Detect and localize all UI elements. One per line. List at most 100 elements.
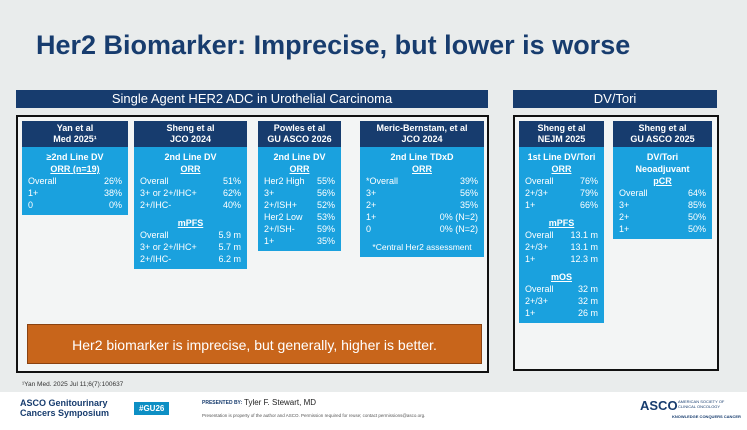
result-row: 1+ 12.3 m — [519, 253, 604, 265]
presented-by-label: PRESENTED BY: — [202, 400, 243, 406]
result-group: 1+ — [525, 254, 536, 264]
result-row: 2+/3+ 13.1 m — [519, 241, 604, 253]
result-value: 50% — [687, 224, 706, 234]
result-row: 0 0% (N=2) — [360, 223, 484, 235]
result-row: Overall 64% — [613, 187, 712, 199]
result-value: 35% — [316, 236, 335, 246]
meeting-line-1: ASCO Genitourinary — [20, 398, 108, 408]
result-value: 0% — [108, 200, 122, 210]
study-header-line: Sheng et al — [166, 123, 215, 133]
callout-banner: Her2 biomarker is imprecise, but general… — [27, 324, 482, 364]
study-header: Meric-Bernstam, et al JCO 2024 — [360, 121, 484, 147]
result-row: Overall 26% — [22, 175, 128, 187]
result-value: 6.2 m — [218, 254, 241, 264]
study-body: 1st Line DV/Tori ORR Overall 76% 2+/3+ 79% 1+ 6… — [519, 147, 604, 323]
result-group: Her2 Low — [264, 212, 303, 222]
result-value: 5.9 m — [218, 230, 241, 240]
asco-subtitle: AMERICAN SOCIETY OF CLINICAL ONCOLOGY — [678, 399, 724, 409]
result-group: 3+ or 2+/IHC+ — [140, 188, 197, 198]
result-value: 76% — [579, 176, 598, 186]
result-value: 53% — [316, 212, 335, 222]
study-body: 2nd Line TDxD ORR *Overall 39% 3+ 56% 2+ 35% 1+ 0… — [360, 147, 484, 257]
result-group: 2+/ISH+ — [264, 200, 298, 210]
result-value: 59% — [316, 224, 335, 234]
result-group: 0 — [366, 224, 372, 234]
result-group: 1+ — [366, 212, 377, 222]
result-group: 3+ — [264, 188, 275, 198]
study-header-line: Meric-Bernstam, et al — [376, 123, 468, 133]
right-panel-header: DV/Tori — [513, 90, 717, 108]
asco-tagline: KNOWLEDGE CONQUERS CANCER — [672, 414, 741, 419]
result-row: 0 0% — [22, 199, 128, 211]
result-value: 26% — [103, 176, 122, 186]
hashtag-badge: #GU26 — [134, 402, 170, 415]
result-group: Overall — [525, 230, 554, 240]
result-group: Overall — [525, 176, 554, 186]
study-header: Sheng et al JCO 2024 — [134, 121, 247, 147]
result-value: 85% — [687, 200, 706, 210]
result-group: 1+ — [525, 308, 536, 318]
result-row: 1+ 35% — [258, 235, 341, 247]
result-value: 56% — [459, 188, 478, 198]
result-value: 79% — [579, 188, 598, 198]
result-row: 3+ 85% — [613, 199, 712, 211]
section-label: ORR — [180, 164, 201, 174]
study-header: Sheng et al NEJM 2025 — [519, 121, 604, 147]
study-header-line: GU ASCO 2026 — [267, 134, 332, 144]
result-row: 3+ 56% — [360, 187, 484, 199]
result-group: 2+/IHC- — [140, 254, 172, 264]
study-column-sheng-nejm: Sheng et al NEJM 2025 1st Line DV/Tori ORR O… — [519, 121, 604, 323]
section-label: pCR — [653, 176, 672, 186]
result-group: 1+ — [264, 236, 275, 246]
result-value: 64% — [687, 188, 706, 198]
result-group: Overall — [140, 230, 169, 240]
section-label: ≥2nd Line DV — [46, 152, 104, 162]
result-group: 3+ — [366, 188, 377, 198]
result-row: 2+/ISH- 59% — [258, 223, 341, 235]
result-row: 3+ or 2+/IHC+ 62% — [134, 187, 247, 199]
result-group: 2+/IHC- — [140, 200, 172, 210]
result-group: Overall — [525, 284, 554, 294]
result-value: 52% — [316, 200, 335, 210]
result-group: 0 — [28, 200, 34, 210]
result-value: 0% (N=2) — [439, 212, 478, 222]
result-group: 2+ — [366, 200, 377, 210]
section-label: DV/Tori — [646, 152, 679, 162]
result-group: 2+/3+ — [525, 242, 549, 252]
result-row: 2+ 50% — [613, 211, 712, 223]
result-value: 0% (N=2) — [439, 224, 478, 234]
asco-subtitle-line-1: AMERICAN SOCIETY OF — [678, 399, 725, 404]
result-group: 1+ — [525, 200, 536, 210]
study-header-line: JCO 2024 — [169, 134, 212, 144]
result-row: *Overall 39% — [360, 175, 484, 187]
section-label: ORR — [289, 164, 310, 174]
result-group: 1+ — [619, 224, 630, 234]
result-group: 2+/3+ — [525, 188, 549, 198]
section-label: ORR — [412, 164, 432, 174]
study-column-powles: Powles et al GU ASCO 2026 2nd Line DV ORR He… — [258, 121, 341, 251]
section-label: 1st Line DV/Tori — [527, 152, 596, 162]
study-header-line: Sheng et al — [638, 123, 687, 133]
disclaimer: Presentation is property of the author a… — [202, 413, 426, 418]
section-label: 2nd Line TDxD — [390, 152, 454, 162]
assessment-note: *Central Her2 assessment — [372, 242, 472, 252]
study-header: Sheng et al GU ASCO 2025 — [613, 121, 712, 147]
study-body: 2nd Line DV ORR Her2 High 55% 3+ 56% 2+/ISH+ 52… — [258, 147, 341, 251]
study-column-yan: Yan et al Med 2025¹ ≥2nd Line DV ORR (n=19)… — [22, 121, 128, 215]
result-row: 3+ 56% — [258, 187, 341, 199]
study-column-sheng-jco: Sheng et al JCO 2024 2nd Line DV ORR Overall… — [134, 121, 247, 269]
result-value: 38% — [103, 188, 122, 198]
result-row: 2+/IHC- 40% — [134, 199, 247, 211]
presenter-name: Tyler F. Stewart, MD — [244, 398, 317, 407]
section-label: Neoadjuvant — [635, 164, 690, 174]
result-value: 13.1 m — [570, 242, 598, 252]
result-row: Overall 51% — [134, 175, 247, 187]
result-group: 2+ — [619, 212, 630, 222]
slide-title: Her2 Biomarker: Imprecise, but lower is … — [36, 30, 631, 60]
result-row: Overall 13.1 m — [519, 229, 604, 241]
result-value: 40% — [222, 200, 241, 210]
section-label: ORR (n=19) — [50, 164, 100, 174]
study-header-line: Powles et al — [273, 123, 326, 133]
result-group: Her2 High — [264, 176, 305, 186]
study-header: Yan et al Med 2025¹ — [22, 121, 128, 147]
